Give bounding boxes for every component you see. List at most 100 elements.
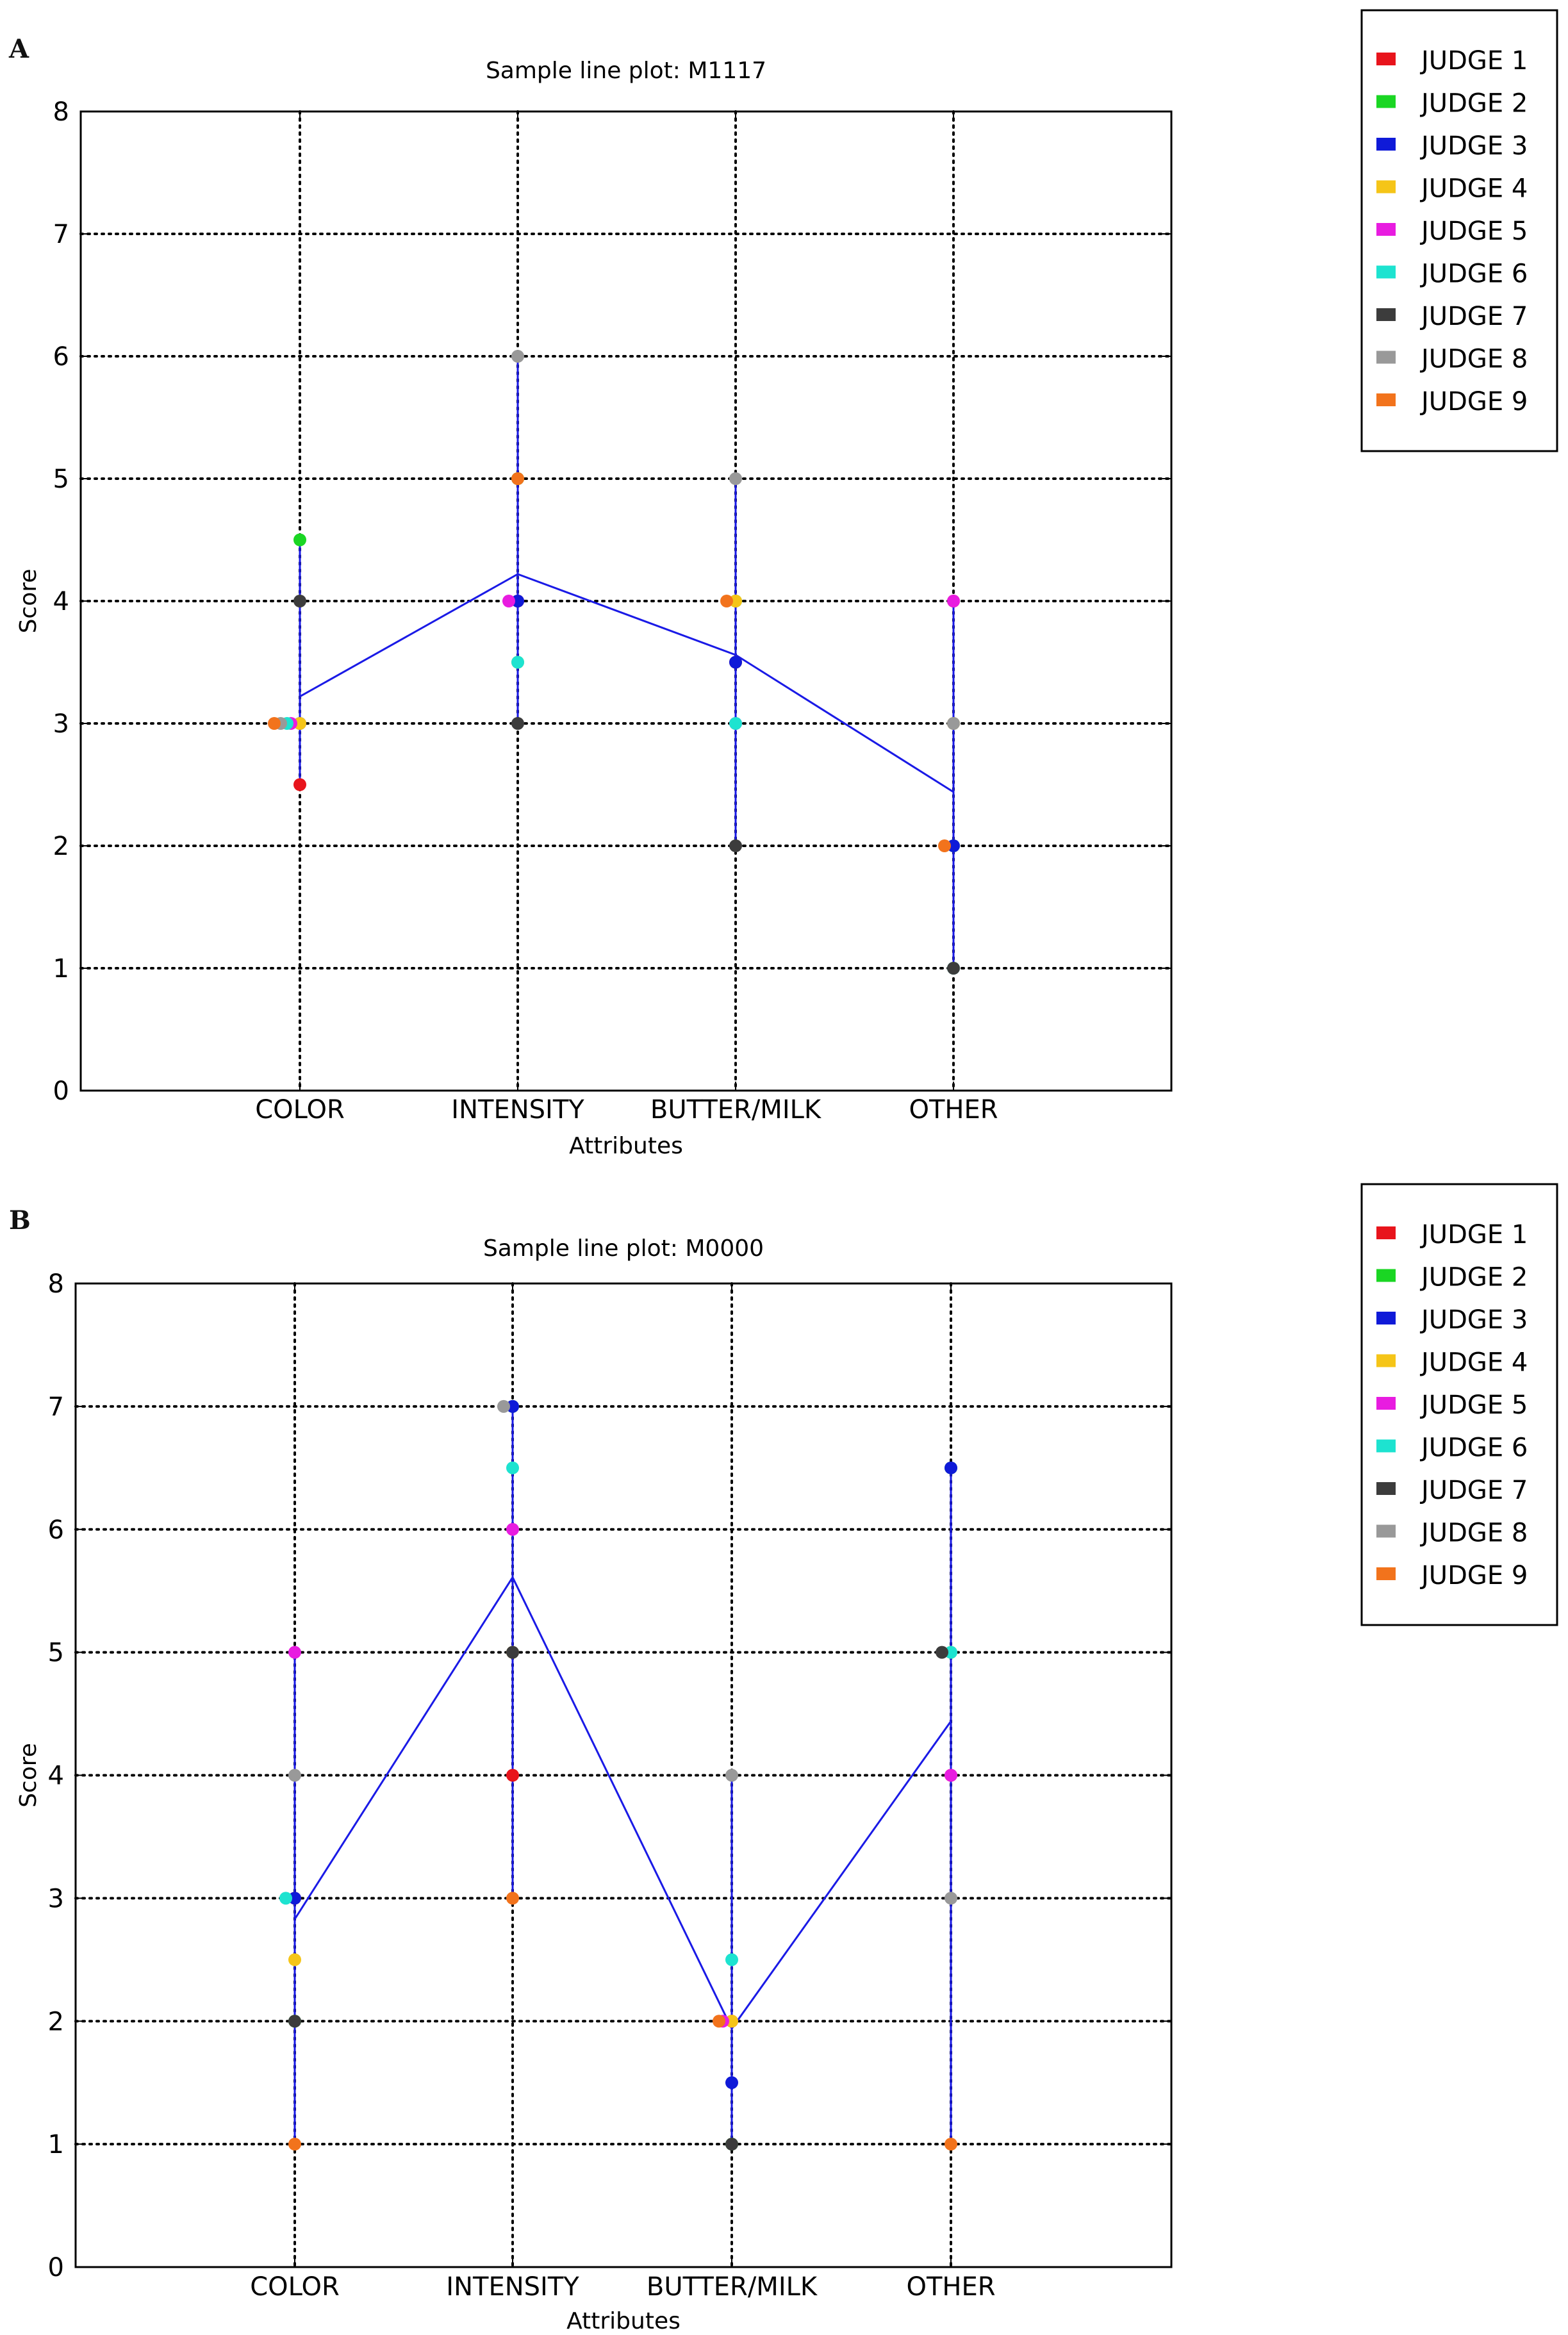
x-tick-label: INTENSITY <box>446 2272 579 2302</box>
data-point-judge-7 <box>947 962 960 975</box>
data-point-judge-8 <box>725 1769 738 1782</box>
x-tick-label: BUTTER/MILK <box>650 1095 822 1125</box>
data-point-judge-2 <box>293 533 306 547</box>
data-point-judge-4 <box>725 2015 738 2028</box>
legend-swatch-judge-6 <box>1376 265 1396 279</box>
y-tick-label: 5 <box>53 465 69 494</box>
legend-label-judge-7: JUDGE 7 <box>1419 1476 1528 1505</box>
data-point-judge-3 <box>945 1461 957 1474</box>
data-point-judge-9 <box>288 2138 301 2151</box>
x-tick-label: OTHER <box>906 2272 995 2302</box>
legend-swatch-judge-1 <box>1376 53 1396 65</box>
data-point-judge-7 <box>293 595 306 607</box>
legend-label-judge-2: JUDGE 2 <box>1419 1263 1528 1292</box>
data-point-judge-7 <box>729 839 742 852</box>
legend-label-judge-6: JUDGE 6 <box>1419 260 1528 289</box>
data-point-judge-9 <box>713 2015 725 2028</box>
y-tick-label: 8 <box>53 97 69 127</box>
data-point-judge-5 <box>506 1522 519 1536</box>
legend-swatch-judge-7 <box>1376 308 1396 321</box>
legend-swatch-judge-4 <box>1376 180 1396 194</box>
legend-swatch-judge-8 <box>1376 351 1396 364</box>
legend-label-judge-8: JUDGE 8 <box>1419 1519 1528 1548</box>
data-point-judge-4 <box>288 1953 301 1967</box>
legend-swatch-judge-5 <box>1376 1397 1396 1410</box>
legend: JUDGE 1 JUDGE 2 JUDGE 3 JUDGE 4 JUDGE 5 JUDGE… <box>1360 1183 1558 1626</box>
legend-label-judge-1: JUDGE 1 <box>1419 1220 1528 1250</box>
legend-swatch-judge-5 <box>1376 223 1396 236</box>
mean-line <box>293 1575 952 2031</box>
y-tick-label: 3 <box>53 709 69 739</box>
chart-panel-a: A Sample line plot: M1117 0 1 2 3 4 5 6 7 8 COLOR IN… <box>8 9 1558 1159</box>
data-point-judge-6 <box>511 656 524 669</box>
data-point-judge-6 <box>945 1646 957 1659</box>
y-axis-label: Score <box>15 569 42 634</box>
data-point-judge-1 <box>293 778 306 791</box>
chart-title: Sample line plot: M0000 <box>483 1235 764 1262</box>
data-point-judge-6 <box>729 717 742 730</box>
legend-label-judge-1: JUDGE 1 <box>1419 46 1528 76</box>
data-point-judge-3 <box>511 595 524 607</box>
chart-title: Sample line plot: M1117 <box>486 58 766 84</box>
data-point-judge-3 <box>947 839 960 852</box>
data-point-judge-3 <box>729 656 742 669</box>
y-tick-label: 7 <box>48 1392 64 1422</box>
data-point-judge-5 <box>288 1646 301 1659</box>
panel-letter: B <box>9 1205 31 1235</box>
y-tick-label: 5 <box>48 1638 64 1668</box>
legend-label-judge-9: JUDGE 9 <box>1419 387 1528 417</box>
x-tick-label: INTENSITY <box>451 1095 584 1125</box>
x-tick-label: OTHER <box>909 1095 998 1125</box>
data-point-judge-7 <box>936 1646 948 1659</box>
data-point-judge-9 <box>506 1892 519 1905</box>
y-tick-label: 6 <box>53 342 69 372</box>
x-axis-label: Attributes <box>566 2308 681 2334</box>
legend-label-judge-5: JUDGE 5 <box>1419 217 1528 246</box>
x-axis-label: Attributes <box>569 1133 683 1159</box>
data-point-judge-3 <box>506 1399 519 1413</box>
legend-label-judge-7: JUDGE 7 <box>1419 302 1528 331</box>
data-point-judge-8 <box>288 1769 301 1782</box>
y-tick-label: 3 <box>48 1884 64 1913</box>
data-point-judge-6 <box>725 1953 738 1967</box>
y-tick-label: 0 <box>53 1077 69 1106</box>
plot-frame <box>79 110 1173 1092</box>
y-tick-label: 1 <box>48 2130 64 2159</box>
data-point-judge-9 <box>268 717 281 730</box>
x-tick-label: COLOR <box>250 2272 340 2302</box>
data-point-judge-6 <box>506 1461 519 1474</box>
y-tick-label: 1 <box>53 954 69 984</box>
y-tick-label: 0 <box>48 2253 64 2282</box>
data-point-judge-7 <box>725 2138 738 2151</box>
chart-panel-b: B Sample line plot: M0000 0 1 2 3 4 5 6 7 8 COLOR IN… <box>9 1183 1558 2334</box>
data-point-judge-9 <box>938 839 951 852</box>
legend-label-judge-9: JUDGE 9 <box>1419 1561 1528 1590</box>
y-axis-label: Score <box>15 1743 42 1808</box>
data-point-judge-3 <box>725 2076 738 2090</box>
legend-label-judge-6: JUDGE 6 <box>1419 1433 1528 1463</box>
data-point-judge-8 <box>497 1399 510 1413</box>
y-tick-label: 8 <box>48 1269 64 1299</box>
legend-label-judge-2: JUDGE 2 <box>1419 89 1528 119</box>
y-tick-label: 4 <box>48 1762 64 1791</box>
legend-swatch-judge-9 <box>1376 1567 1396 1580</box>
legend-swatch-judge-3 <box>1376 138 1396 151</box>
data-point-judge-1 <box>506 1769 519 1782</box>
legend-swatch-judge-8 <box>1376 1524 1396 1538</box>
data-point-judge-3 <box>288 1892 301 1905</box>
plot-frame <box>74 1282 1173 2268</box>
data-point-judge-8 <box>947 717 960 730</box>
data-point-judge-4 <box>293 717 306 730</box>
data-point-judge-7 <box>288 2015 301 2028</box>
data-point-judge-5 <box>945 1769 957 1782</box>
data-point-judge-5 <box>502 595 515 607</box>
legend-swatch-judge-3 <box>1376 1312 1396 1324</box>
legend-swatch-judge-1 <box>1376 1226 1396 1239</box>
legend-swatch-judge-4 <box>1376 1354 1396 1367</box>
y-tick-label: 6 <box>48 1515 64 1545</box>
y-tick-label: 2 <box>53 832 69 861</box>
data-point-judge-8 <box>511 350 524 363</box>
data-point-judge-9 <box>720 595 733 607</box>
x-tick-label: BUTTER/MILK <box>647 2272 818 2302</box>
